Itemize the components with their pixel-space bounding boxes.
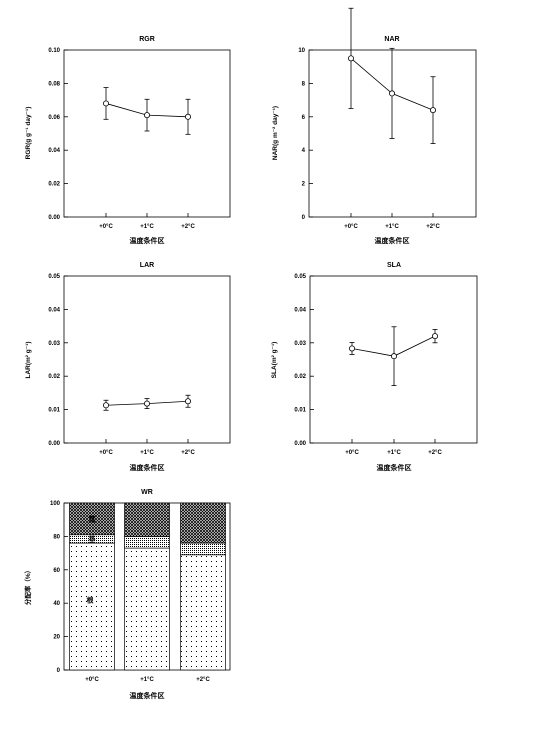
chart-lar: LAR LAR(m² g⁻¹) 温度条件区 0.00 0.01 0.02 0.03 0.… bbox=[25, 262, 231, 472]
y-tick-label: 0.10 bbox=[48, 48, 60, 54]
x-tick-label: +0°C bbox=[344, 224, 358, 230]
data-point bbox=[348, 345, 355, 352]
plot-frame bbox=[308, 49, 477, 218]
bar-segment bbox=[180, 502, 226, 544]
x-tick-label: +2°C bbox=[426, 224, 440, 230]
y-tick-label: 0.00 bbox=[48, 215, 60, 221]
chart-title: SLA bbox=[387, 262, 401, 269]
y-axis-label: NAR(g m⁻² day⁻¹) bbox=[272, 106, 279, 160]
x-tick-label: +2°C bbox=[428, 450, 442, 456]
chart-wr: WR 分配率（%） 温度条件区 0 20 40 60 80 100 +0°C +1°C +2°C… bbox=[23, 489, 231, 700]
y-tick-label: 0.00 bbox=[294, 441, 306, 447]
data-point bbox=[347, 55, 354, 62]
bar-segment bbox=[124, 502, 170, 537]
chart-title: NAR bbox=[384, 36, 399, 43]
segment-label: 葉 bbox=[88, 514, 97, 523]
x-axis-label: 温度条件区 bbox=[375, 236, 410, 245]
data-point bbox=[143, 112, 150, 119]
y-axis-label: SLA(m² g⁻¹) bbox=[271, 342, 278, 379]
data-point bbox=[184, 113, 191, 120]
x-tick-label: +0°C bbox=[99, 450, 113, 456]
y-tick-label: 0.06 bbox=[48, 115, 60, 121]
y-tick-label: 0.05 bbox=[48, 274, 60, 280]
y-axis-label: 分配率（%） bbox=[23, 567, 32, 605]
y-tick-label: 4 bbox=[302, 148, 306, 154]
chart-title: LAR bbox=[140, 262, 154, 269]
x-tick-label: +2°C bbox=[181, 224, 195, 230]
data-point bbox=[143, 400, 150, 407]
y-tick-label: 0.02 bbox=[48, 182, 60, 188]
segment-label: 根 bbox=[87, 596, 94, 605]
chart-nar: NAR NAR(g m⁻² day⁻¹) 温度条件区 0 2 4 6 8 10 +0°C +1… bbox=[272, 7, 477, 245]
bar-segment bbox=[124, 547, 170, 671]
x-axis-label: 温度条件区 bbox=[377, 463, 412, 472]
y-tick-label: 0.00 bbox=[48, 441, 60, 447]
data-point bbox=[390, 353, 397, 360]
data-point bbox=[429, 107, 436, 114]
y-tick-label: 0.04 bbox=[294, 307, 306, 313]
y-tick-label: 0 bbox=[57, 668, 61, 674]
y-tick-label: 0.04 bbox=[48, 148, 60, 154]
data-point bbox=[431, 333, 438, 340]
y-tick-label: 0.01 bbox=[48, 408, 60, 414]
bar-segment bbox=[69, 542, 115, 671]
y-tick-label: 100 bbox=[50, 501, 61, 507]
data-point bbox=[184, 398, 191, 405]
y-axis-label: LAR(m² g⁻¹) bbox=[25, 341, 32, 378]
x-axis-label: 温度条件区 bbox=[130, 691, 165, 700]
y-tick-label: 0.05 bbox=[294, 274, 306, 280]
y-tick-label: 0.02 bbox=[48, 374, 60, 380]
x-tick-label: +2°C bbox=[196, 677, 210, 683]
data-point bbox=[388, 90, 395, 97]
bar-segment bbox=[180, 542, 226, 556]
y-tick-label: 40 bbox=[53, 601, 60, 607]
y-tick-label: 0.03 bbox=[294, 341, 306, 347]
y-axis-label: RGR(g g⁻¹ day⁻¹) bbox=[25, 107, 32, 160]
y-tick-label: 0.08 bbox=[48, 81, 60, 87]
y-tick-label: 80 bbox=[53, 534, 60, 540]
x-tick-label: +1°C bbox=[387, 450, 401, 456]
x-tick-label: +1°C bbox=[385, 224, 399, 230]
bar-segment bbox=[124, 536, 170, 549]
y-tick-label: 0 bbox=[302, 215, 306, 221]
x-tick-label: +0°C bbox=[99, 224, 113, 230]
x-tick-label: +0°C bbox=[85, 677, 99, 683]
x-tick-label: +1°C bbox=[140, 677, 154, 683]
chart-title: WR bbox=[141, 489, 153, 496]
y-tick-label: 6 bbox=[302, 115, 306, 121]
plot-frame bbox=[63, 275, 231, 444]
plot-frame bbox=[309, 275, 478, 444]
x-tick-label: +1°C bbox=[140, 450, 154, 456]
data-point bbox=[103, 402, 110, 409]
x-tick-label: +0°C bbox=[345, 450, 359, 456]
y-tick-label: 0.04 bbox=[48, 307, 60, 313]
series-line bbox=[351, 335, 436, 357]
bar-segment bbox=[180, 554, 226, 671]
data-point bbox=[103, 100, 110, 107]
plot-frame bbox=[63, 49, 231, 218]
y-tick-label: 60 bbox=[53, 568, 60, 574]
chart-sla: SLA SLA(m² g⁻¹) 温度条件区 0.00 0.01 0.02 0.03 0.… bbox=[271, 262, 478, 472]
segment-label: 茎 bbox=[89, 534, 96, 543]
y-tick-label: 8 bbox=[302, 81, 306, 87]
x-tick-label: +1°C bbox=[140, 224, 154, 230]
y-tick-label: 0.01 bbox=[294, 408, 306, 414]
x-axis-label: 温度条件区 bbox=[130, 463, 165, 472]
chart-title: RGR bbox=[139, 36, 155, 43]
y-tick-label: 20 bbox=[53, 635, 60, 641]
chart-rgr: RGR RGR(g g⁻¹ day⁻¹) 温度条件区 0.00 0.02 0.04 0… bbox=[25, 36, 231, 245]
y-tick-label: 0.03 bbox=[48, 341, 60, 347]
x-tick-label: +2°C bbox=[181, 450, 195, 456]
x-axis-label: 温度条件区 bbox=[130, 236, 165, 245]
y-tick-label: 2 bbox=[302, 182, 306, 188]
bar-segment bbox=[69, 502, 115, 536]
y-tick-label: 0.02 bbox=[294, 374, 306, 380]
y-tick-label: 10 bbox=[298, 48, 305, 54]
